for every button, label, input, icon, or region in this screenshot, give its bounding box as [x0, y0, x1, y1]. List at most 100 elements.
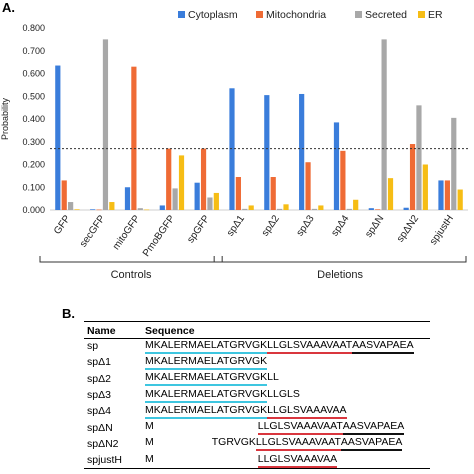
bar-cytoplasm-5 [229, 88, 235, 210]
y-tick-label: 0.200 [22, 160, 45, 170]
table-header-row: Name Sequence [84, 323, 414, 338]
column-header-sequence: Sequence [145, 324, 195, 337]
bar-cytoplasm-11 [438, 180, 444, 210]
bar-mitochondria-5 [235, 177, 241, 210]
table-row: spjustH M LLGLSVAAAVAA [84, 452, 414, 468]
row-sequence: M LLGLSVAAAVAATAASVAPAEA [145, 419, 414, 436]
y-tick-label: 0.100 [22, 182, 45, 192]
y-tick-label: 0.400 [22, 114, 45, 124]
sequence-segment: MKALERMAELATGRVGK [145, 404, 268, 419]
x-tick-label: spjustH [428, 213, 456, 247]
x-tick-label: spΔN [363, 213, 386, 239]
bar-mitochondria-7 [305, 162, 311, 210]
group-label-controls: Controls [111, 269, 152, 281]
table-row: spΔN M LLGLSVAAAVAATAASVAPAEA [84, 419, 414, 436]
bar-mitochondria-9 [375, 209, 381, 210]
row-name: spΔ4 [87, 405, 111, 418]
x-tick-label: spΔ1 [225, 213, 247, 238]
x-tick-label: spΔ4 [329, 213, 351, 238]
bar-secreted-11 [451, 117, 457, 210]
bar-cytoplasm-1 [90, 209, 96, 210]
bar-mitochondria-4 [200, 148, 207, 210]
sequence-segment: AASVAPAEA [352, 339, 414, 354]
table-bottom-rule [84, 468, 430, 469]
table-row: spΔ4 MKALERMAELATGRVGKLLGLSVAAAVAA [84, 403, 414, 419]
bar-secreted-8 [346, 208, 352, 210]
y-tick-label: 0.800 [22, 23, 45, 33]
sequence-segment: TGRVGK [211, 436, 256, 449]
bar-secreted-0 [68, 202, 74, 210]
bar-secreted-6 [277, 208, 283, 210]
y-tick-label: 0.300 [22, 137, 45, 147]
bar-secreted-2 [137, 208, 143, 210]
bar-secreted-7 [311, 208, 318, 210]
bar-er-1 [109, 202, 115, 210]
group-bracket-deletions [213, 256, 467, 263]
bar-secreted-10 [416, 105, 422, 210]
table-row: spΔ1 MKALERMAELATGRVGK [84, 354, 414, 370]
row-name: spΔN [87, 421, 113, 434]
row-sequence: MKALERMAELATGRVGKLLGLS [145, 387, 414, 403]
bar-er-7 [318, 205, 324, 210]
bar-secreted-1 [102, 39, 109, 210]
legend-swatch-secreted [355, 11, 362, 18]
row-name: spΔ2 [87, 372, 111, 385]
sequence-segment: M [145, 420, 154, 433]
bar-er-10 [422, 164, 428, 210]
x-tick-label: spΔ2 [260, 213, 282, 238]
y-tick-label: 0.000 [22, 205, 45, 215]
bar-secreted-5 [242, 208, 248, 210]
panel-b-label: B. [62, 306, 75, 321]
x-tick-label: secGFP [78, 213, 108, 249]
bar-er-3 [178, 155, 185, 210]
column-header-name: Name [87, 324, 116, 337]
group-bracket-controls [39, 256, 223, 263]
sequence-segment: LLGLSVAAAVAA [257, 453, 338, 468]
bar-secreted-3 [172, 188, 178, 210]
row-name: sp [87, 340, 99, 353]
sequence-segment: M [145, 452, 154, 465]
bar-cytoplasm-8 [333, 122, 340, 210]
table-header-rule [84, 338, 430, 339]
table-row: sp MKALERMAELATGRVGKLLGLSVAAAVAATAASVAPAE… [84, 338, 414, 354]
panel-a-label: A. [2, 0, 15, 15]
bar-cytoplasm-0 [55, 65, 61, 210]
table-row: spΔN2 M TGRVGKLLGLSVAAAVAATAASVAPAEA [84, 436, 414, 452]
bar-er-2 [144, 209, 150, 211]
sequence-segment: MKALERMAELATGRVGK [145, 388, 268, 403]
sequence-segment: MKALERMAELATGRVGK [145, 339, 268, 354]
y-tick-label: 0.700 [22, 46, 45, 56]
y-tick-label: 0.500 [22, 91, 45, 101]
table-top-rule [84, 321, 430, 322]
legend-swatch-mitochondria [256, 11, 263, 18]
x-tick-label: spΔ3 [295, 213, 317, 238]
x-tick-label: mitoGFP [111, 213, 143, 252]
bar-cytoplasm-10 [403, 207, 409, 210]
bar-mitochondria-1 [96, 209, 102, 211]
bar-mitochondria-0 [61, 180, 67, 210]
sequence-segment: AASVAPAEA [340, 436, 403, 452]
legend-label-cytoplasm: Cytoplasm [188, 9, 238, 21]
group-label-deletions: Deletions [317, 269, 363, 281]
row-name: spΔ3 [87, 389, 111, 402]
bar-mitochondria-11 [444, 180, 450, 210]
bar-secreted-9 [381, 39, 387, 210]
bar-cytoplasm-2 [124, 187, 131, 210]
x-tick-label: spGFP [185, 213, 212, 245]
table-row: spΔ3 MKALERMAELATGRVGKLLGLS [84, 387, 414, 403]
sequence-segment: M [145, 436, 154, 449]
y-tick-label: 0.600 [22, 69, 45, 79]
bar-er-9 [387, 178, 394, 210]
sequence-segment: LLGLSVAAAVAAT [255, 436, 341, 452]
sequence-segment: LL [267, 371, 279, 384]
bar-cytoplasm-6 [264, 95, 270, 210]
row-sequence: MKALERMAELATGRVGKLLGLSVAAAVAA [145, 403, 414, 419]
x-tick-label: GFP [52, 213, 73, 236]
legend-label-er: ER [428, 9, 443, 21]
bar-cytoplasm-4 [194, 182, 200, 210]
bar-er-11 [457, 189, 463, 210]
sequence-segment: MKALERMAELATGRVGK [145, 355, 268, 370]
sequence-table: Name Sequence sp MKALERMAELATGRVGKLLGLSVA… [84, 323, 414, 468]
bar-er-8 [353, 199, 359, 210]
x-tick-label: PmoBGFP [141, 213, 178, 259]
